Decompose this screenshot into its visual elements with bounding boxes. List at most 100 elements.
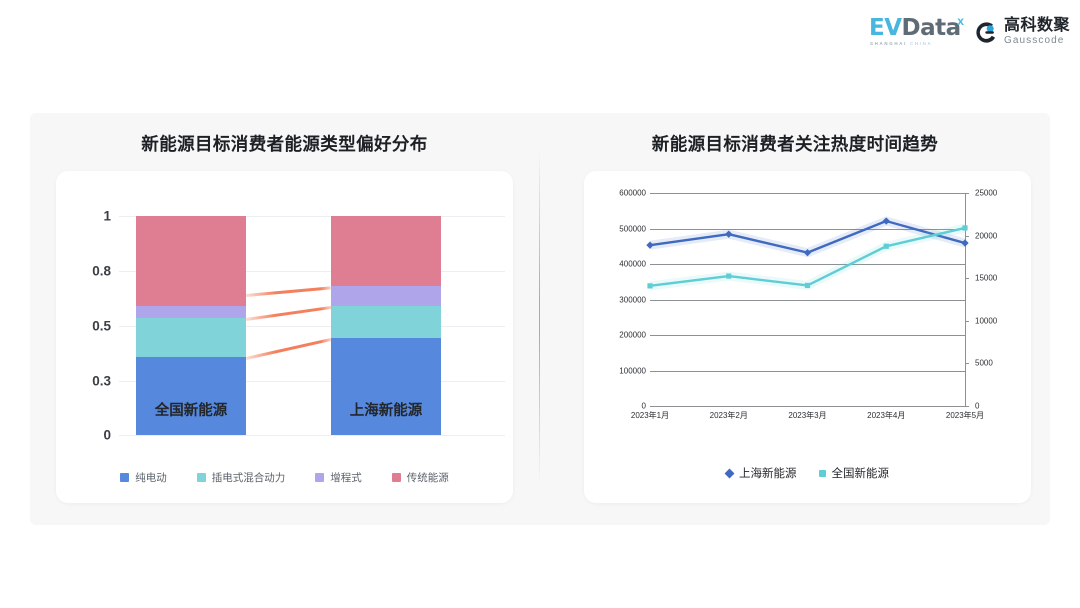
chart-card-attention-trend: 0 100000 200000 300000 400000 500000 600000 0 50… [584, 171, 1031, 503]
right-axis-tickmark [965, 278, 969, 280]
y-axis-tick-label: 0.3 [92, 373, 111, 389]
evdata-wordmark-data: Data [901, 15, 962, 41]
legend-item[interactable]: 全国新能源 [818, 465, 890, 481]
gridline [650, 228, 965, 230]
gridline [650, 406, 965, 407]
left-axis-tick-label: 300000 [619, 295, 646, 304]
legend-item[interactable]: 传统能源 [391, 470, 449, 485]
right-axis-tick-label: 0 [975, 401, 980, 411]
bar-stack[interactable] [331, 216, 441, 435]
bar-segment[interactable] [136, 216, 246, 306]
panel-attention-trend: 新能源目标消费者关注热度时间趋势 0 100000 200000 300000 4000… [540, 113, 1050, 525]
legend-item[interactable]: 插电式混合动力 [196, 470, 286, 485]
data-point-marker[interactable] [804, 282, 811, 289]
bar-segment[interactable] [136, 305, 246, 318]
line-chart: 0 100000 200000 300000 400000 500000 600000 0 50… [584, 171, 1031, 503]
segment-connector-line [245, 338, 332, 360]
left-axis-tick-label: 100000 [619, 366, 646, 375]
data-point-marker[interactable] [962, 225, 968, 231]
gridline [650, 264, 965, 265]
bar-segment[interactable] [136, 317, 246, 358]
legend-item[interactable]: 增程式 [315, 470, 362, 485]
gridline [650, 299, 965, 301]
data-point-marker[interactable] [647, 283, 653, 289]
evdata-wordmark-ev: EV [868, 15, 902, 41]
evdata-x-icon: x [957, 14, 964, 28]
gridline [119, 326, 505, 327]
legend-label: 纯电动 [135, 472, 167, 484]
stacked-bar-legend: 纯电动 插电式混合动力 增程式 传统能源 [56, 470, 513, 485]
bar-segment[interactable] [136, 357, 246, 435]
evdata-subtitle-city: SHANGHAI [869, 41, 908, 46]
data-point-marker[interactable] [726, 273, 732, 279]
legend-diamond-icon [724, 468, 735, 478]
gridline [650, 370, 965, 372]
right-axis-tickmark [965, 320, 969, 322]
charts-card: 新能源目标消费者能源类型偏好分布 1 0.8 0.5 0.3 0 全国新能源 上海新能源 纯… [30, 113, 1050, 525]
right-axis-tick-label: 5000 [975, 358, 993, 368]
x-axis-tick-label: 2023年5月 [945, 411, 985, 420]
gridline [650, 335, 965, 336]
gridline [650, 193, 965, 194]
x-axis-tick-label: 2023年3月 [788, 411, 827, 420]
right-axis-tickmark [965, 193, 969, 194]
left-axis-tick-label: 0 [641, 401, 646, 411]
gausscode-name-en: Gausscode [1003, 35, 1065, 46]
gridline [119, 216, 505, 217]
legend-label: 全国新能源 [831, 468, 890, 480]
y-axis-tick-label: 1 [103, 208, 111, 224]
legend-label: 插电式混合动力 [211, 472, 286, 484]
stacked-bar-chart: 1 0.8 0.5 0.3 0 全国新能源 上海新能源 [56, 171, 513, 503]
chart-card-energy-preference: 1 0.8 0.5 0.3 0 全国新能源 上海新能源 纯电动 插电式混合动力 增程式 传统能源 [56, 171, 513, 503]
bar-category-label: 全国新能源 [154, 403, 228, 419]
x-axis-tick-label: 2023年2月 [709, 411, 748, 420]
line-series-layer [646, 216, 969, 291]
gridline [119, 435, 505, 436]
panel-energy-preference: 新能源目标消费者能源类型偏好分布 1 0.8 0.5 0.3 0 全国新能源 上海新能源 纯… [30, 113, 539, 525]
gausscode-text: 高科数聚 Gausscode [1004, 18, 1070, 46]
evdata-subtitle: SHANGHAI CHINA [870, 41, 932, 46]
legend-item[interactable]: 上海新能源 [724, 465, 797, 481]
x-axis-tick-label: 2023年4月 [867, 411, 906, 420]
gausscode-name-cn: 高科数聚 [1003, 17, 1070, 34]
left-axis-tick-label: 600000 [619, 188, 646, 198]
left-axis-tick-label: 500000 [619, 224, 646, 233]
gridline [119, 271, 505, 272]
right-axis-tickmark [965, 406, 969, 407]
bar-segment[interactable] [331, 305, 441, 339]
gausscode-logo: 高科数聚 Gausscode [975, 14, 1070, 50]
bar-segment[interactable] [331, 286, 441, 306]
segment-connector-line [245, 286, 332, 297]
legend-item[interactable]: 纯电动 [120, 470, 167, 485]
legend-label: 上海新能源 [739, 468, 797, 480]
right-axis-tickmark [965, 363, 969, 365]
right-axis-tick-label: 20000 [975, 231, 998, 241]
gridline [119, 381, 505, 382]
y-axis-tick-label: 0 [103, 427, 111, 443]
bar-stack[interactable] [136, 216, 246, 435]
right-axis-tickmark [965, 235, 969, 237]
segment-connector-line [245, 305, 332, 321]
evdata-subtitle-country: CHINA [909, 41, 933, 46]
evdata-logo: EVData x SHANGHAI CHINA [867, 14, 965, 50]
bar-segment[interactable] [331, 338, 441, 435]
left-axis-tick-label: 200000 [619, 330, 646, 340]
legend-label: 传统能源 [406, 472, 449, 484]
legend-square-icon [818, 469, 826, 477]
legend-swatch-icon [391, 473, 401, 482]
bar-segment[interactable] [331, 216, 441, 287]
x-axis-tick-label: 2023年1月 [630, 411, 670, 420]
panel-title-energy-preference: 新能源目标消费者能源类型偏好分布 [141, 134, 428, 154]
legend-swatch-icon [120, 473, 130, 482]
legend-swatch-icon [315, 473, 325, 482]
gausscode-g-icon [975, 21, 998, 44]
evdata-wordmark: EVData [869, 17, 961, 40]
y-axis-tick-label: 0.5 [92, 318, 111, 334]
right-axis-tick-label: 10000 [975, 316, 998, 326]
header-logo-group: EVData x SHANGHAI CHINA 高科数聚 Gausscode [867, 14, 1070, 50]
panel-title-attention-trend: 新能源目标消费者关注热度时间趋势 [651, 134, 939, 154]
y-axis-tick-label: 0.8 [92, 263, 111, 279]
data-point-marker[interactable] [883, 243, 889, 249]
bar-category-label: 上海新能源 [349, 403, 423, 419]
